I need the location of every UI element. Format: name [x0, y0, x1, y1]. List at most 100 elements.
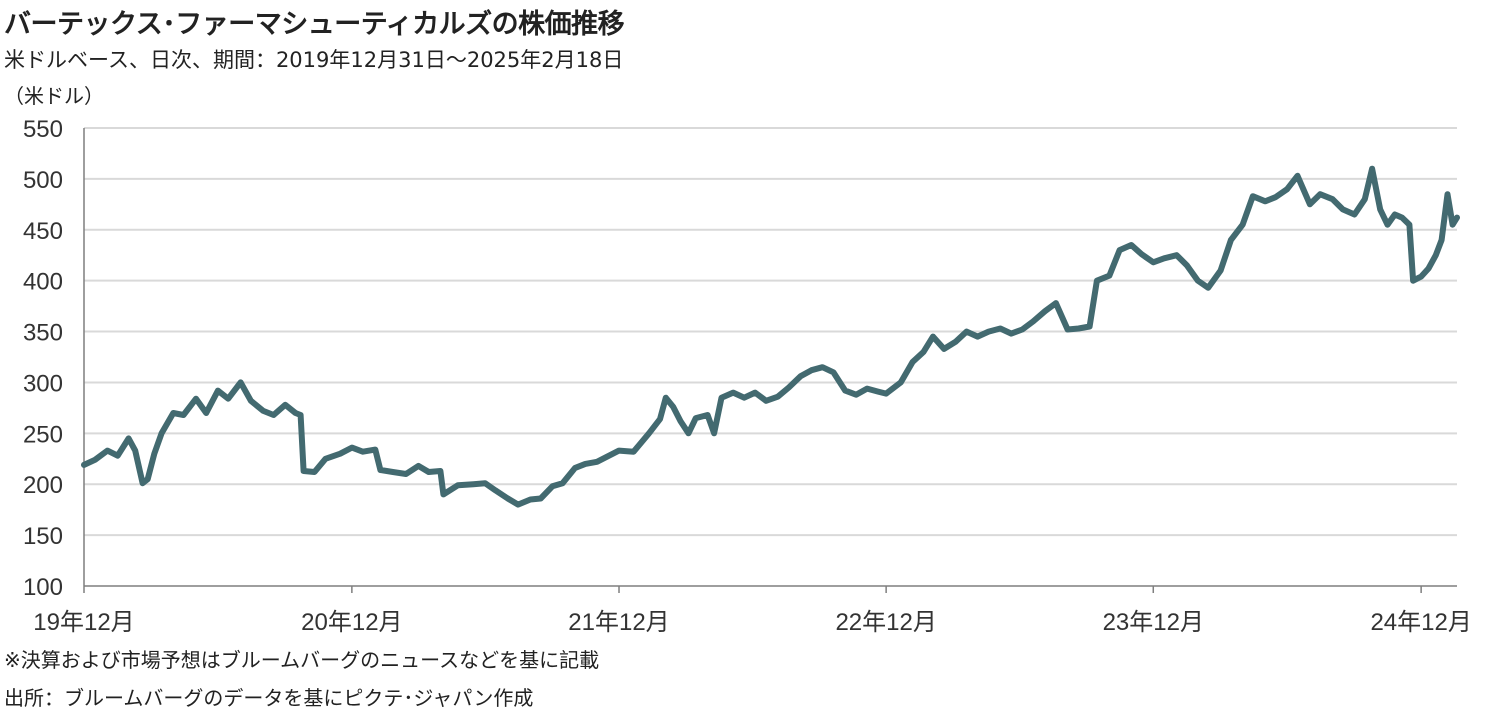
price-point-44: [538, 496, 544, 501]
price-point-59: [705, 412, 711, 418]
price-point-12: [193, 396, 199, 402]
price-point-115: [1317, 191, 1323, 197]
price-point-48: [582, 461, 588, 467]
price-point-18: [260, 408, 266, 414]
price-point-68: [798, 373, 803, 379]
y-tick-label-100: 100: [23, 574, 63, 601]
price-point-14: [215, 388, 221, 394]
y-tick-label-250: 250: [23, 421, 63, 448]
price-point-2: [104, 448, 110, 454]
price-point-75: [875, 389, 881, 395]
price-point-26: [337, 451, 343, 457]
price-point-46: [560, 480, 566, 486]
price-point-82: [953, 339, 959, 345]
price-point-111: [1273, 194, 1278, 200]
price-point-39: [482, 480, 488, 486]
price-point-78: [910, 359, 915, 365]
price-point-54: [663, 395, 669, 401]
price-point-129: [1433, 252, 1439, 258]
price-point-94: [1087, 324, 1093, 329]
price-point-62: [730, 390, 736, 396]
price-point-3: [115, 453, 121, 459]
price-point-126: [1410, 278, 1416, 284]
price-point-120: [1369, 166, 1375, 172]
price-point-121: [1377, 206, 1383, 212]
series-layer: [81, 165, 1460, 508]
price-point-96: [1106, 273, 1112, 279]
price-point-90: [1042, 308, 1048, 314]
price-point-11: [181, 412, 186, 418]
price-point-128: [1426, 266, 1431, 271]
price-point-108: [1240, 222, 1246, 228]
price-point-83: [964, 329, 970, 335]
price-point-105: [1205, 285, 1211, 291]
price-point-106: [1218, 268, 1224, 273]
y-tick-labels: 100 150 200 250 300 350 400 450 500 550: [23, 116, 63, 601]
price-point-67: [786, 385, 792, 390]
price-point-85: [986, 329, 992, 335]
price-point-80: [930, 334, 936, 340]
price-point-25: [323, 456, 328, 462]
price-point-0: [81, 462, 87, 468]
price-point-70: [820, 364, 825, 370]
price-point-56: [678, 418, 683, 424]
price-point-5: [132, 448, 138, 454]
price-point-130: [1439, 237, 1445, 243]
price-point-43: [527, 497, 533, 502]
y-tick-label-400: 400: [23, 269, 63, 296]
price-point-10: [170, 410, 176, 416]
axes: [83, 128, 1457, 593]
price-point-79: [921, 349, 926, 355]
price-point-89: [1030, 318, 1036, 324]
price-point-49: [594, 459, 600, 465]
price-point-6: [140, 480, 146, 486]
price-point-33: [416, 463, 421, 469]
price-point-42: [515, 502, 521, 508]
gridlines: [84, 127, 1457, 537]
price-point-53: [657, 416, 663, 422]
price-point-7: [145, 476, 151, 482]
price-point-55: [670, 404, 676, 410]
source-note: 出所：ブルームバーグのデータを基にピクテ･ジャパン作成: [4, 686, 534, 710]
price-point-41: [505, 496, 511, 501]
price-point-64: [752, 390, 758, 396]
price-point-93: [1076, 326, 1082, 331]
price-point-92: [1065, 327, 1071, 332]
price-point-133: [1454, 215, 1460, 221]
price-point-110: [1262, 198, 1268, 204]
price-point-116: [1330, 196, 1336, 202]
y-tick-label-350: 350: [23, 320, 63, 347]
price-point-102: [1174, 252, 1180, 258]
price-point-31: [390, 469, 396, 475]
price-point-57: [686, 430, 691, 436]
price-point-28: [360, 449, 366, 455]
price-point-66: [775, 394, 781, 400]
x-tick-label-0: 19年12月: [33, 609, 134, 636]
price-point-50: [616, 448, 622, 454]
price-point-60: [711, 430, 717, 436]
price-point-27: [349, 445, 355, 451]
x-tick-label-2: 21年12月: [568, 609, 669, 636]
price-point-114: [1307, 201, 1313, 207]
price-point-86: [997, 326, 1003, 331]
price-point-113: [1295, 173, 1300, 179]
price-point-91: [1053, 300, 1059, 306]
price-point-132: [1450, 222, 1456, 228]
price-point-36: [440, 491, 446, 497]
price-point-98: [1128, 242, 1134, 248]
price-point-100: [1150, 259, 1156, 265]
price-point-87: [1008, 331, 1014, 337]
price-point-88: [1019, 327, 1025, 332]
price-point-101: [1161, 255, 1167, 261]
y-tick-label-150: 150: [23, 523, 63, 550]
price-line-series-0: [81, 165, 1460, 508]
price-point-21: [293, 410, 298, 416]
price-point-73: [853, 392, 859, 398]
stock-price-line-chart: 100 150 200 250 300 350 400 450 500 550 19年12月 20年…: [23, 116, 1472, 636]
price-point-104: [1195, 278, 1201, 284]
price-point-52: [646, 430, 652, 436]
price-point-65: [763, 398, 769, 404]
price-point-97: [1117, 247, 1123, 253]
price-point-76: [883, 391, 889, 397]
price-point-17: [248, 398, 254, 404]
